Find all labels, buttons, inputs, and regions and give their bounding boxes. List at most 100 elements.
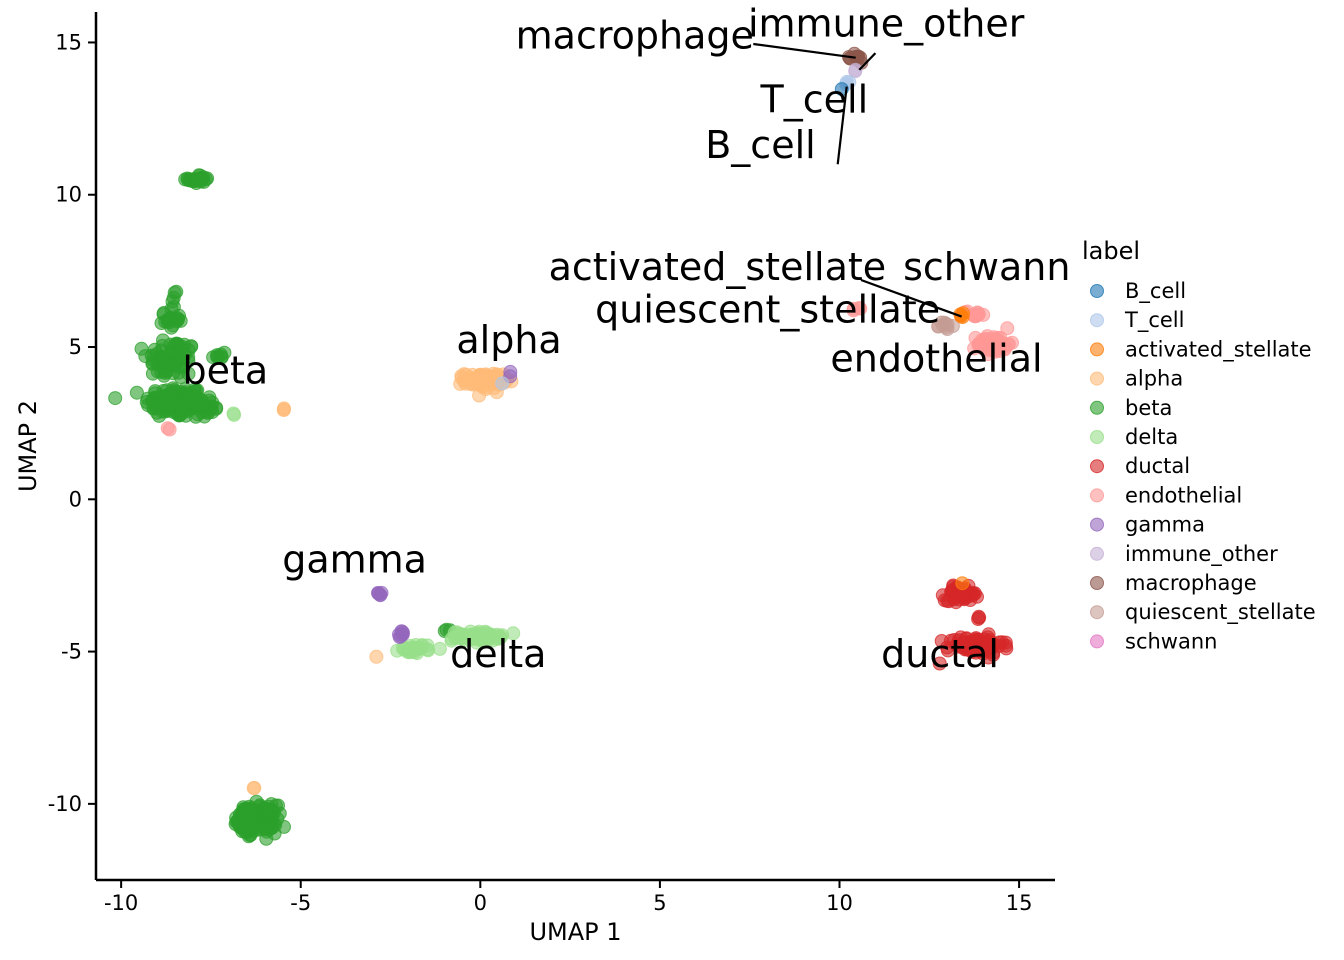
series-quiescent-stellate	[931, 315, 960, 336]
legend-item-endothelial: endothelial	[1090, 483, 1242, 507]
data-point	[172, 308, 186, 323]
legend-item-ductal: ductal	[1090, 454, 1190, 478]
legend-label: T_cell	[1124, 308, 1184, 333]
legend-swatch	[1090, 284, 1104, 298]
data-point	[955, 576, 970, 591]
cluster-label-beta: beta	[182, 349, 268, 393]
x-tick-label: 0	[474, 891, 487, 915]
data-point	[129, 385, 144, 400]
series-activated-stellate	[953, 306, 970, 591]
legend-item-gamma: gamma	[1090, 513, 1205, 537]
data-point	[432, 641, 447, 656]
data-point	[202, 390, 217, 405]
data-point	[1000, 321, 1015, 336]
cluster-label-alpha: alpha	[456, 318, 561, 362]
legend-label: macrophage	[1125, 571, 1257, 595]
legend-item-T-cell: T_cell	[1090, 308, 1184, 333]
data-point	[983, 338, 998, 352]
y-axis-title: UMAP 2	[14, 400, 42, 492]
cluster-label-macrophage: macrophage	[516, 14, 754, 58]
y-tick-label: -10	[48, 792, 82, 816]
data-point	[940, 317, 955, 332]
data-point	[156, 333, 170, 348]
data-point	[167, 285, 182, 300]
points-layer	[108, 46, 1019, 846]
cluster-label-quiescent-stellate: quiescent_stellate	[595, 288, 940, 332]
data-point	[986, 647, 1001, 662]
legend-swatch	[1090, 459, 1104, 474]
data-point	[162, 422, 177, 437]
data-point	[932, 656, 947, 671]
data-point	[971, 609, 986, 624]
legend-swatch	[1090, 313, 1104, 328]
data-point	[181, 343, 196, 358]
data-point	[193, 168, 208, 183]
legend-swatch	[1090, 517, 1104, 532]
leader-line	[836, 86, 848, 165]
x-tick-label: 10	[826, 891, 853, 915]
data-point	[267, 826, 282, 841]
data-point	[848, 64, 863, 79]
legend-swatch	[1090, 400, 1104, 415]
data-point	[374, 585, 389, 600]
legend-title: label	[1082, 237, 1140, 265]
data-point	[276, 403, 291, 417]
data-point	[392, 630, 407, 644]
cluster-label-immune-other: immune_other	[748, 1, 1025, 45]
legend-swatch	[1090, 430, 1104, 444]
cluster-label-endothelial: endothelial	[830, 336, 1042, 380]
legend-label: alpha	[1125, 367, 1183, 391]
legend-item-beta: beta	[1090, 396, 1172, 420]
data-point	[145, 356, 160, 371]
axes: -10 -5 0 5 10 15 -10 -5 0 5 10 15 UMAP 1 UMAP 2	[14, 12, 1055, 946]
data-point	[473, 367, 487, 382]
data-point	[226, 406, 241, 421]
legend-item-B-cell: B_cell	[1090, 279, 1186, 304]
legend-label: immune_other	[1125, 542, 1278, 567]
legend-item-schwann: schwann	[1090, 629, 1217, 653]
legend-label: ductal	[1125, 454, 1190, 478]
data-point	[108, 391, 123, 406]
legend-label: endothelial	[1125, 483, 1242, 507]
data-point	[451, 629, 466, 644]
data-point	[191, 398, 206, 413]
x-tick-label: 15	[1006, 891, 1033, 915]
cluster-label-schwann: schwann	[903, 245, 1070, 289]
legend-item-immune-other: immune_other	[1090, 542, 1278, 567]
data-point	[454, 369, 469, 384]
cluster-labels: beta alpha gamma delta ductal endothelialquie…	[182, 1, 1070, 675]
leader-line	[858, 52, 877, 71]
data-point	[277, 819, 291, 834]
cluster-label-delta: delta	[450, 632, 546, 676]
data-point	[145, 395, 160, 410]
data-point	[950, 588, 965, 603]
data-point	[160, 314, 175, 329]
leader-line	[753, 42, 856, 59]
legend-label: schwann	[1125, 629, 1217, 653]
legend-label: gamma	[1125, 513, 1205, 537]
data-point	[134, 341, 149, 356]
cluster-label-gamma: gamma	[282, 537, 427, 581]
y-axis-ticks: -10 -5 0 5 10 15	[48, 30, 96, 816]
leader-lines	[753, 42, 962, 318]
x-axis-title: UMAP 1	[529, 918, 621, 946]
y-tick-label: -5	[61, 640, 82, 664]
data-point	[965, 641, 980, 656]
data-point	[970, 305, 985, 320]
x-tick-label: 5	[653, 891, 666, 915]
legend-swatch	[1090, 546, 1104, 561]
y-tick-label: 5	[69, 335, 82, 359]
cluster-label-activated-stellate: activated_stellate	[549, 245, 887, 289]
legend-swatch	[1090, 605, 1104, 620]
legend-swatch	[1090, 371, 1104, 386]
data-point	[503, 364, 518, 379]
legend-label: B_cell	[1125, 279, 1186, 304]
legend-item-macrophage: macrophage	[1090, 571, 1257, 595]
data-point	[160, 391, 175, 406]
legend-item-quiescent-stellate: quiescent_stellate	[1090, 600, 1316, 625]
legend-label: delta	[1125, 425, 1178, 449]
data-point	[998, 635, 1013, 650]
data-point	[408, 642, 423, 657]
